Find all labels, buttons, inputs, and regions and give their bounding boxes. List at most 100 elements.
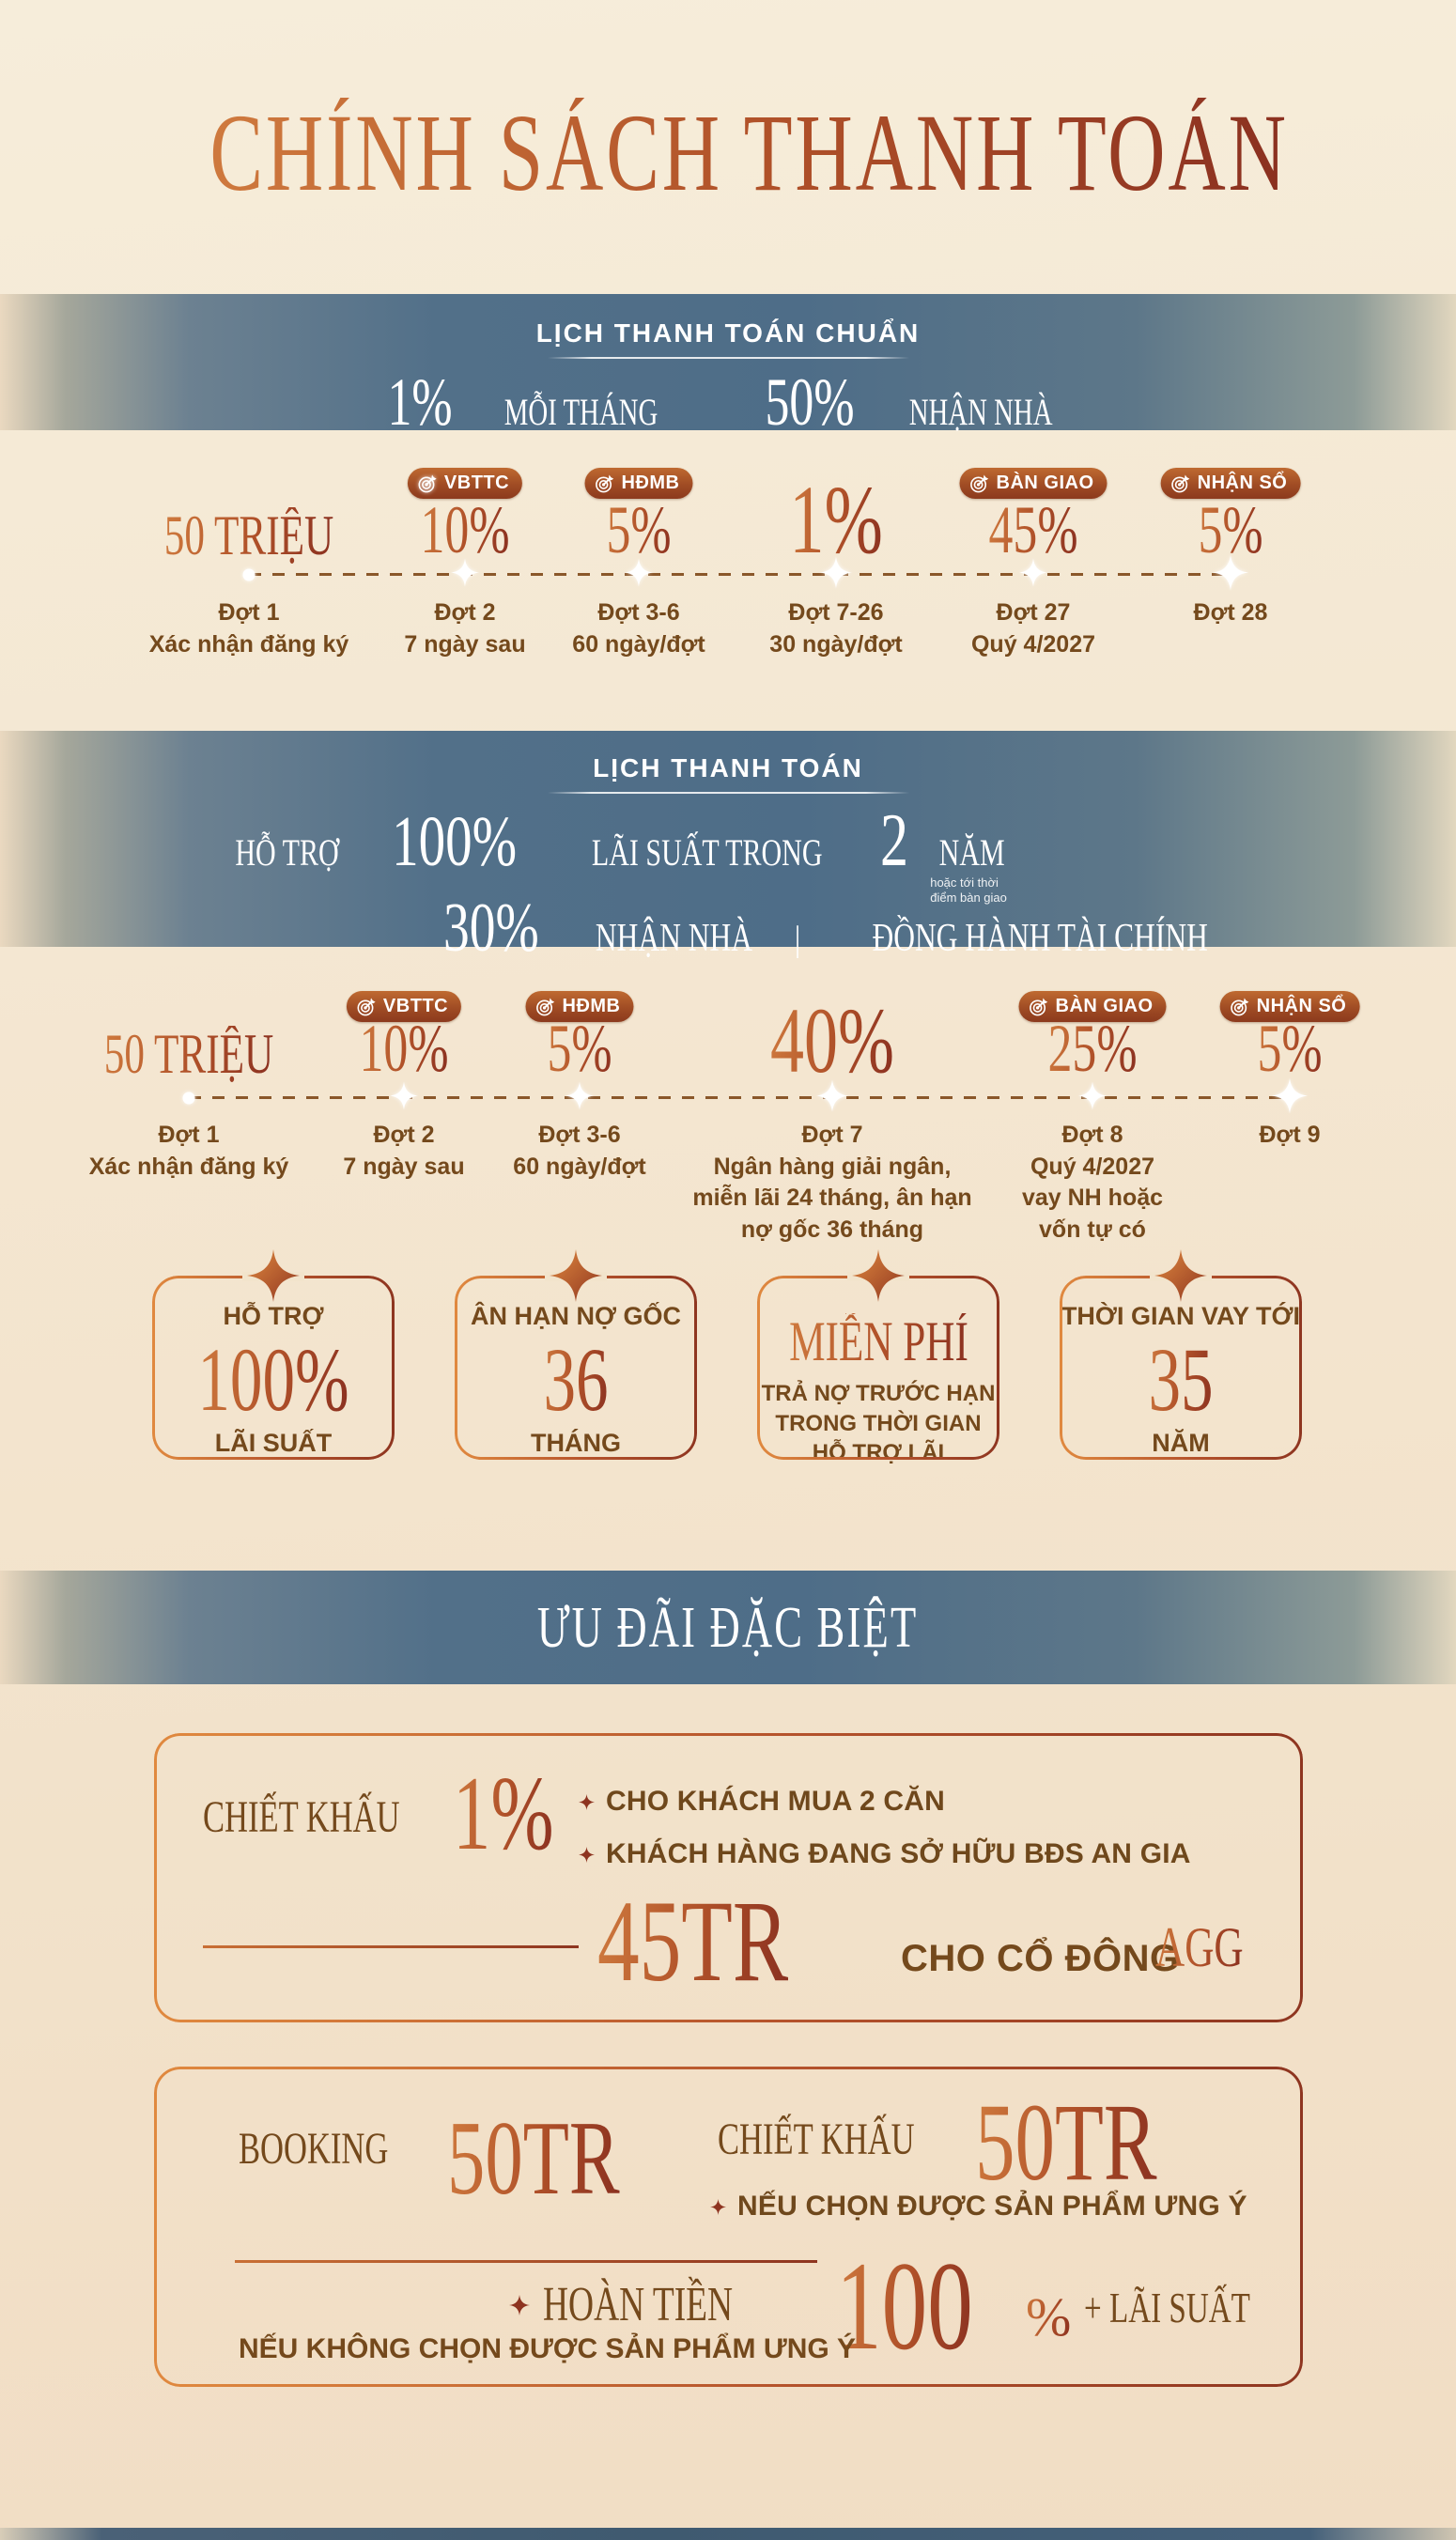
sparkle-icon	[247, 1249, 300, 1302]
badge-vbttc: VBTTC	[407, 468, 523, 499]
banner1-title: LỊCH THANH TOÁN CHUẨN	[535, 318, 921, 348]
benefit-card-free-prepay: MIỄN PHÍ TRẢ NỢ TRƯỚC HẠN TRONG THỜI GIA…	[757, 1276, 999, 1465]
timeline-stage-label: Đợt 7 Ngân hàng giải ngân, miễn lãi 24 th…	[692, 1122, 972, 1243]
diamond-sparkle-icon	[579, 1794, 595, 1810]
timeline-stage-label: Đợt 8 Quý 4/2027 vay NH hoặc vốn tự có	[1021, 1122, 1164, 1243]
diamond-sparkle-icon	[509, 2295, 530, 2315]
sparkle-icon	[820, 557, 852, 594]
badge-ban-giao: BÀN GIAO	[1018, 991, 1167, 1022]
timeline-stage-label: Đợt 28	[1193, 599, 1268, 626]
standard-schedule-banner: LỊCH THANH TOÁN CHUẨN 1% MỖI THÁNG 50% N…	[0, 294, 1456, 436]
offer1-brand: AGG	[1155, 1916, 1244, 1978]
offer1-bullet: KHÁCH HÀNG ĐANG SỞ HỮU BĐS AN GIA	[579, 1838, 1191, 1870]
banner2-line2: 30% NHẬN NHÀ | ĐỒNG HÀNH TÀI CHÍNH	[117, 893, 1456, 963]
highlight-monthly: 1% MỖI THÁNG	[375, 368, 688, 436]
sparkle-icon	[390, 1082, 418, 1115]
line1-prefix: HỖ TRỢ	[235, 831, 340, 874]
sparkle-icon	[1272, 1078, 1308, 1119]
timeline-stage-label: Đợt 1 Xác nhận đăng ký	[88, 1122, 289, 1180]
timeline-value: 5%	[606, 492, 672, 567]
timeline-value: 10%	[359, 1011, 449, 1086]
offer1-divider-line	[203, 1945, 579, 1948]
dart-target-icon	[1170, 472, 1192, 494]
timeline-value: 50 TRIỆU	[103, 1023, 274, 1085]
sparkle-icon	[625, 559, 653, 592]
support-schedule-banner: LỊCH THANH TOÁN HỖ TRỢ 100% LÃI SUẤT TRO…	[0, 731, 1456, 963]
offer-box-booking: BOOKING 50TR CHIẾT KHẤU 50TR NẾU CHỌN ĐƯ…	[154, 2067, 1303, 2387]
timeline-dot-marker	[242, 568, 256, 581]
offer2-note: NẾU KHÔNG CHỌN ĐƯỢC SẢN PHẨM ƯNG Ý	[239, 2333, 857, 2364]
diamond-sparkle-icon	[710, 2199, 726, 2215]
timeline-stage-label: Đợt 7-26 30 ngày/đợt	[769, 599, 903, 658]
line1-suffix: NĂM	[938, 831, 1005, 874]
offer-box-discount: CHIẾT KHẤU 1% CHO KHÁCH MUA 2 CĂN KHÁCH …	[154, 1733, 1303, 2022]
dart-target-icon	[969, 472, 991, 494]
sparkle-icon	[550, 1249, 602, 1302]
badge-hdmb: HĐMB	[525, 991, 634, 1022]
diamond-sparkle-icon	[579, 1847, 595, 1863]
offer2-refund-row: HOÀN TIỀN	[509, 2281, 807, 2330]
offer1-label: CHIẾT KHẤU	[203, 1792, 400, 1842]
timeline-dot-marker	[182, 1092, 195, 1105]
sparkle-icon	[1078, 1082, 1107, 1115]
offer1-value2: 45TR	[597, 1877, 789, 2006]
offer2-value2: 50TR	[975, 2081, 1157, 2204]
banner3-title: ƯU ĐÃI ĐẶC BIỆT	[537, 1596, 919, 1660]
offer2-value1: 50TR	[447, 2100, 620, 2217]
special-offers-banner: ƯU ĐÃI ĐẶC BIỆT	[0, 1571, 1456, 1684]
badge-ban-giao: BÀN GIAO	[959, 468, 1107, 499]
sparkle-icon	[1154, 1249, 1207, 1302]
banner1-highlights: 1% MỖI THÁNG 50% NHẬN NHÀ	[0, 368, 1456, 436]
timeline-stage-label: Đợt 27 Quý 4/2027	[970, 599, 1096, 658]
line2-value: 30%	[442, 890, 539, 967]
dart-target-icon	[595, 472, 616, 494]
timeline-stage-label: Đợt 1 Xác nhận đăng ký	[148, 599, 349, 658]
timeline-value: 25%	[1047, 1011, 1138, 1086]
offer1-bullet: CHO KHÁCH MUA 2 CĂN	[579, 1786, 1191, 1818]
timeline-stage-label: Đợt 3-6 60 ngày/đợt	[513, 1122, 646, 1180]
timeline-value: 5%	[1198, 492, 1263, 567]
support-timeline: VBTTC HĐMB BÀN GIAO NHẬN SỔ 50 TRIỆU 10%…	[0, 977, 1456, 1243]
line1-value: 100%	[392, 802, 518, 881]
line1-footnote: hoặc tới thời điểm bàn giao	[930, 875, 1007, 905]
timeline-value: 1%	[789, 466, 883, 574]
benefit-card-grace: ÂN HẠN NỢ GỐC 36 THÁNG	[455, 1276, 697, 1460]
footer-bar	[0, 2528, 1456, 2540]
page-title: CHÍNH SÁCH THANH TOÁN	[209, 91, 1289, 214]
sparkle-icon	[565, 1082, 594, 1115]
benefit-card-loan-term: THỜI GIAN VAY TỚI 35 NĂM	[1060, 1276, 1302, 1460]
badge-nhan-so: NHẬN SỔ	[1219, 991, 1360, 1022]
highlight-label: MỖI THÁNG	[504, 391, 658, 433]
sparkle-icon	[1213, 555, 1248, 596]
offer2-label1: BOOKING	[239, 2124, 389, 2174]
line1-middle: LÃI SUẤT TRONG	[591, 831, 823, 874]
sparkle-icon	[1019, 559, 1047, 592]
line1-years: 2	[880, 799, 909, 882]
badge-hdmb: HĐMB	[584, 468, 693, 499]
offer1-value: 1%	[453, 1756, 554, 1872]
highlight-handover: 50% NHẬN NHÀ	[748, 368, 1080, 436]
benefit-card-interest: HỖ TRỢ 100% LÃI SUẤT	[152, 1276, 395, 1460]
timeline-dashed-line	[249, 573, 1231, 576]
offer1-bullet-list: CHO KHÁCH MUA 2 CĂN KHÁCH HÀNG ĐANG SỞ H…	[579, 1786, 1191, 1870]
offer1-label2: CHO CỔ ĐÔNG	[901, 1938, 1180, 1979]
offer2-percent: %	[1026, 2286, 1072, 2347]
highlight-value: 50%	[765, 364, 855, 440]
dart-target-icon	[417, 472, 439, 494]
offer2-value3: 100	[836, 2237, 973, 2377]
timeline-value: 5%	[547, 1011, 612, 1086]
banner2-title: LỊCH THANH TOÁN	[593, 753, 863, 782]
timeline-value: 45%	[988, 492, 1078, 567]
offer2-bullet: NẾU CHỌN ĐƯỢC SẢN PHẨM ƯNG Ý	[710, 2191, 1247, 2222]
sparkle-icon	[852, 1249, 905, 1302]
sparkle-icon	[451, 559, 479, 592]
badge-vbttc: VBTTC	[346, 991, 462, 1022]
timeline-stage-label: Đợt 3-6 60 ngày/đợt	[572, 599, 705, 658]
banner1-underline	[547, 357, 909, 359]
banner2-line1: HỖ TRỢ 100% LÃI SUẤT TRONG 2 NĂM hoặc tớ…	[0, 799, 1345, 905]
highlight-label: NHẬN NHÀ	[909, 391, 1053, 433]
offer2-suffix: + LÃI SUẤT	[1084, 2284, 1250, 2331]
